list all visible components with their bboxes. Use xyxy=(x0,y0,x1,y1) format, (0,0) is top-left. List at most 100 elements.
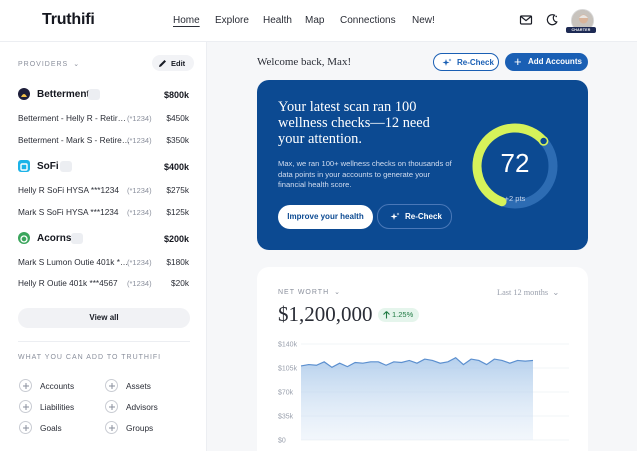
providers-label-text: PROVIDERS xyxy=(18,61,69,68)
account-mask: (*1234) xyxy=(127,186,152,195)
divider xyxy=(18,341,190,342)
nav-new[interactable]: New! xyxy=(412,15,435,26)
arrow-up-icon xyxy=(383,311,390,319)
health-score: 72 xyxy=(500,148,530,178)
health-score-gauge xyxy=(472,123,558,209)
change-value: 1.25% xyxy=(392,310,414,319)
account-value: $125k xyxy=(166,207,189,217)
welcome-message: Welcome back, Max! xyxy=(257,56,352,68)
providers-label[interactable]: PROVIDERS ⌄ xyxy=(18,60,80,68)
mail-icon[interactable] xyxy=(519,13,533,27)
nav-map[interactable]: Map xyxy=(305,15,325,26)
add-accounts-button[interactable]: + Add Accounts xyxy=(505,53,588,71)
score-delta: +2 pts xyxy=(504,194,526,203)
plus-icon[interactable] xyxy=(105,421,118,434)
provider-collapse-icon[interactable] xyxy=(88,89,100,100)
account-value: $450k xyxy=(166,113,189,123)
chevron-down-icon: ⌄ xyxy=(334,289,341,296)
scan-recheck-button[interactable]: Re-Check xyxy=(377,204,452,229)
account-value: $20k xyxy=(171,278,189,288)
add-advisors-link[interactable]: Advisors xyxy=(126,402,158,412)
y-tick-label: $35k xyxy=(278,414,294,421)
net-worth-card: NET WORTH ⌄ Last 12 months ⌄ $1,200,000 … xyxy=(257,267,588,451)
sparkle-icon xyxy=(390,212,400,220)
provider-name[interactable]: Acorns xyxy=(37,233,72,244)
y-tick-label: $105k xyxy=(278,366,298,373)
nav-home[interactable]: Home xyxy=(173,15,200,26)
provider-collapse-icon[interactable] xyxy=(71,233,83,244)
y-tick-label: $70k xyxy=(278,390,294,397)
chevron-down-icon: ⌄ xyxy=(73,61,81,68)
sidebar: PROVIDERS ⌄ Edit Betterment $800k Better… xyxy=(0,42,207,451)
gauge-arc xyxy=(472,123,549,207)
net-worth-chart: $140k $105k $70k $35k $0 xyxy=(278,342,569,445)
provider-name[interactable]: Betterment xyxy=(37,89,90,100)
sparkle-icon xyxy=(442,58,452,66)
nav-health[interactable]: Health xyxy=(263,15,292,26)
sofi-logo-icon xyxy=(18,160,30,172)
provider-collapse-icon[interactable] xyxy=(60,161,72,172)
betterment-logo-icon xyxy=(18,88,30,100)
add-accounts-label: Add Accounts xyxy=(528,57,582,66)
range-label: Last 12 months xyxy=(497,288,549,297)
pencil-icon xyxy=(159,60,166,67)
scan-title: Your latest scan ran 100 wellness checks… xyxy=(278,99,430,147)
provider-total: $800k xyxy=(163,90,189,100)
account-name[interactable]: Helly R Outie 401k ***4567 xyxy=(18,278,118,288)
account-name[interactable]: Helly R SoFi HYSA ***1234 xyxy=(18,185,119,195)
add-groups-link[interactable]: Groups xyxy=(126,423,154,433)
account-mask: (*1234) xyxy=(127,114,152,123)
provider-name[interactable]: SoFi xyxy=(37,161,59,172)
account-value: $275k xyxy=(166,185,189,195)
view-all-button[interactable]: View all xyxy=(18,308,190,328)
improve-health-button[interactable]: Improve your health xyxy=(278,205,373,229)
edit-button[interactable]: Edit xyxy=(152,55,194,71)
account-name[interactable]: Mark S SoFi HYSA ***1234 xyxy=(18,207,119,217)
recheck-label: Re-Check xyxy=(405,212,442,221)
edit-label: Edit xyxy=(171,59,186,68)
recheck-button[interactable]: Re-Check xyxy=(433,53,499,71)
account-value: $180k xyxy=(166,257,189,267)
plus-icon[interactable] xyxy=(19,421,32,434)
net-worth-value: $1,200,000 xyxy=(278,302,373,326)
account-name[interactable]: Betterment - Mark S - Retire… xyxy=(18,135,131,145)
plus-icon[interactable] xyxy=(19,379,32,392)
gauge-marker xyxy=(538,136,549,146)
plus-icon[interactable] xyxy=(105,400,118,413)
y-tick-label: $0 xyxy=(278,438,286,445)
y-tick-label: $140k xyxy=(278,342,298,349)
main-content: Welcome back, Max! Re-Check + Add Accoun… xyxy=(207,42,637,451)
provider-total: $400k xyxy=(163,162,189,172)
account-mask: (*1234) xyxy=(127,136,152,145)
net-worth-line xyxy=(300,356,534,369)
plus-icon[interactable] xyxy=(19,400,32,413)
plus-icon[interactable] xyxy=(105,379,118,392)
range-select[interactable]: Last 12 months ⌄ xyxy=(497,287,559,297)
add-goals-link[interactable]: Goals xyxy=(40,423,62,433)
plus-icon: + xyxy=(514,54,522,69)
theme-toggle-icon[interactable] xyxy=(545,13,559,27)
acorns-logo-icon xyxy=(18,232,30,244)
account-name[interactable]: Betterment - Helly R - Retir… xyxy=(18,113,126,123)
scan-card: Your latest scan ran 100 wellness checks… xyxy=(257,80,588,250)
top-nav: Truthifi Home Explore Health Map Connect… xyxy=(0,0,637,42)
change-badge: 1.25% xyxy=(378,308,419,322)
brand-logo[interactable]: Truthifi xyxy=(42,11,95,28)
net-worth-label[interactable]: NET WORTH ⌄ xyxy=(278,288,341,296)
provider-total: $200k xyxy=(163,234,189,244)
account-mask: (*1234) xyxy=(127,279,152,288)
account-mask: (*1234) xyxy=(127,258,152,267)
add-accounts-link[interactable]: Accounts xyxy=(40,381,75,391)
account-value: $350k xyxy=(166,135,189,145)
chevron-down-icon: ⌄ xyxy=(552,288,560,297)
nav-connections[interactable]: Connections xyxy=(340,15,396,26)
add-liabilities-link[interactable]: Liabilities xyxy=(40,402,75,412)
net-worth-label-text: NET WORTH xyxy=(278,289,330,296)
net-worth-area xyxy=(301,357,533,440)
nav-explore[interactable]: Explore xyxy=(215,15,249,26)
account-name[interactable]: Mark S Lumon Outie 401k *… xyxy=(18,257,129,267)
scan-subtitle: Max, we ran 100+ wellness checks on thou… xyxy=(278,159,452,190)
recheck-label: Re-Check xyxy=(457,58,494,67)
add-section-label: WHAT YOU CAN ADD TO TRUTHIFI xyxy=(18,354,162,361)
add-assets-link[interactable]: Assets xyxy=(126,381,151,391)
